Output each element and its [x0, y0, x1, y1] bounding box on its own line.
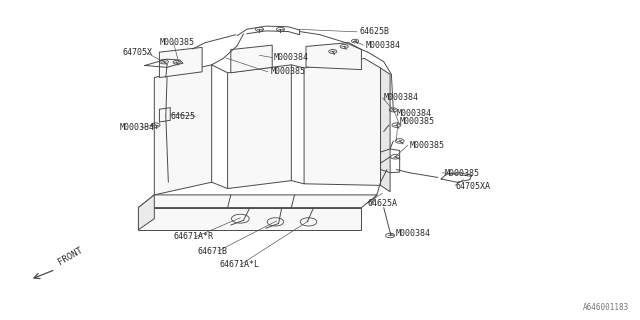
- Text: FRONT: FRONT: [57, 246, 84, 267]
- Text: M000384: M000384: [366, 41, 401, 50]
- Text: 64625A: 64625A: [368, 199, 398, 208]
- Text: 64705XA: 64705XA: [455, 181, 490, 190]
- Text: 64705X: 64705X: [122, 48, 152, 57]
- Polygon shape: [159, 47, 202, 77]
- Polygon shape: [138, 208, 362, 230]
- Text: M000384: M000384: [119, 123, 154, 132]
- Text: M000385: M000385: [409, 140, 444, 149]
- Polygon shape: [138, 195, 154, 230]
- Text: M000385: M000385: [399, 117, 435, 126]
- Polygon shape: [154, 65, 212, 195]
- Polygon shape: [304, 59, 381, 185]
- Polygon shape: [381, 68, 390, 192]
- Text: 64625: 64625: [170, 112, 195, 121]
- Text: M000384: M000384: [396, 109, 431, 118]
- Text: M000385: M000385: [159, 38, 195, 47]
- Text: M000384: M000384: [395, 229, 430, 238]
- Polygon shape: [306, 43, 362, 69]
- Text: 64671A*R: 64671A*R: [173, 232, 213, 241]
- Polygon shape: [138, 195, 378, 208]
- Text: 64671A*L: 64671A*L: [220, 260, 259, 269]
- Text: M000385: M000385: [444, 169, 479, 178]
- Text: M000384: M000384: [274, 53, 309, 62]
- Text: M000385: M000385: [270, 67, 305, 76]
- Text: M000384: M000384: [384, 93, 419, 102]
- Polygon shape: [228, 65, 291, 188]
- Text: 64671B: 64671B: [198, 246, 228, 256]
- Text: A646001183: A646001183: [583, 303, 629, 312]
- Polygon shape: [231, 45, 272, 73]
- Text: 64625B: 64625B: [360, 27, 390, 36]
